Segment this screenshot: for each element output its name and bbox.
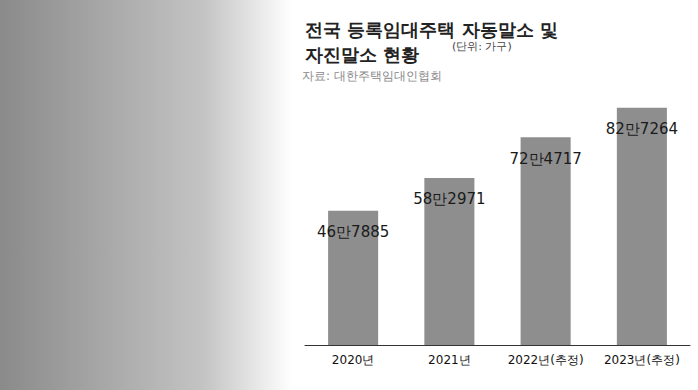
svg-text:72만4717: 72만4717 [509,150,581,168]
svg-text:82만7264: 82만7264 [606,120,678,138]
svg-text:58만2971: 58만2971 [413,190,485,208]
svg-text:2021년: 2021년 [428,353,471,367]
svg-text:2022년(추정): 2022년(추정) [508,353,584,367]
svg-text:2023년(추정): 2023년(추정) [604,353,680,367]
svg-text:전국 등록임대주택 자동말소 및: 전국 등록임대주택 자동말소 및 [305,19,558,40]
svg-text:2020년: 2020년 [332,353,375,367]
svg-text:(단위: 가구): (단위: 가구) [452,40,512,53]
svg-text:자진말소 현황: 자진말소 현황 [305,44,419,65]
svg-text:자료: 대한주택임대인협회: 자료: 대한주택임대인협회 [302,69,442,83]
svg-text:46만7885: 46만7885 [317,223,389,241]
